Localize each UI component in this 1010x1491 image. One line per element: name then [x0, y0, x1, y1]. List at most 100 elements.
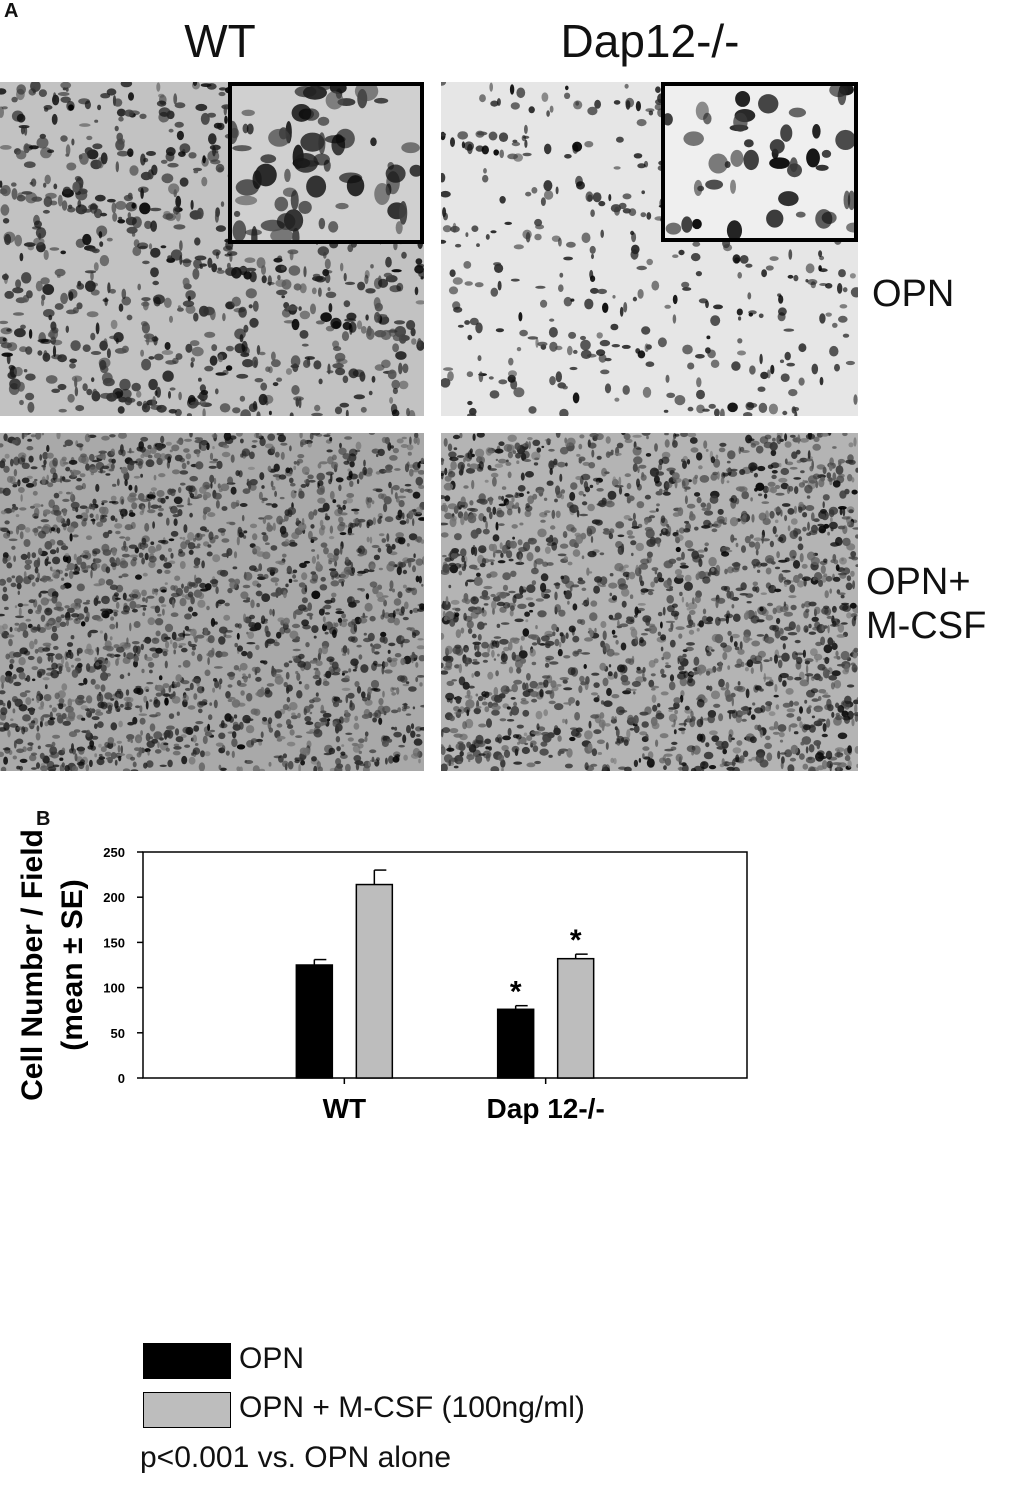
cell-blob — [179, 440, 183, 445]
cell-blob — [288, 542, 298, 547]
cell-blob — [236, 536, 240, 546]
cell-blob — [394, 653, 402, 658]
cell-blob — [94, 723, 98, 729]
cell-blob — [238, 306, 247, 318]
cell-blob — [566, 524, 575, 532]
cell-blob — [15, 575, 24, 585]
cell-blob — [30, 752, 38, 756]
cell-blob — [282, 704, 289, 711]
cell-blob — [170, 530, 179, 537]
cell-blob — [301, 466, 310, 475]
cell-blob — [20, 494, 23, 502]
cell-blob — [400, 640, 404, 648]
cell-blob — [332, 363, 344, 369]
cell-blob — [581, 652, 591, 655]
cell-blob — [818, 265, 822, 272]
cell-blob — [678, 727, 686, 731]
cell-blob — [34, 648, 39, 654]
cell-blob — [54, 268, 66, 277]
cell-blob — [368, 433, 375, 435]
cell-blob — [292, 363, 299, 373]
cell-blob — [732, 613, 741, 622]
cell-blob — [463, 457, 466, 463]
cell-blob — [117, 745, 121, 753]
cell-blob — [327, 287, 331, 292]
cell-blob — [298, 200, 312, 214]
cell-blob — [225, 365, 233, 371]
cell-blob — [167, 255, 173, 260]
cell-blob — [833, 608, 837, 613]
cell-blob — [778, 307, 787, 316]
cell-blob — [736, 740, 743, 746]
cell-blob — [376, 453, 379, 458]
cell-blob — [157, 539, 166, 544]
cell-blob — [19, 507, 27, 511]
cell-blob — [218, 683, 222, 690]
cell-blob — [465, 232, 469, 238]
cell-blob — [0, 766, 7, 771]
cell-blob — [589, 571, 593, 574]
cell-blob — [94, 119, 99, 123]
cell-blob — [0, 188, 8, 195]
cell-blob — [813, 436, 820, 442]
cell-blob — [835, 702, 840, 709]
cell-blob — [696, 377, 702, 388]
cell-blob — [180, 482, 186, 486]
cell-blob — [364, 602, 373, 612]
cell-blob — [36, 762, 40, 769]
cell-blob — [522, 690, 531, 697]
cell-blob — [554, 591, 558, 601]
cell-blob — [53, 559, 60, 565]
cell-blob — [311, 433, 321, 436]
cell-blob — [285, 467, 291, 474]
cell-blob — [183, 448, 190, 453]
cell-blob — [167, 456, 172, 464]
cell-blob — [369, 564, 376, 570]
cell-blob — [221, 451, 231, 458]
cell-blob — [789, 466, 798, 470]
cell-blob — [180, 259, 192, 264]
cell-blob — [682, 344, 693, 355]
cell-blob — [459, 750, 464, 757]
cell-blob — [141, 589, 147, 597]
cell-blob — [563, 296, 573, 307]
cell-blob — [147, 444, 152, 450]
cell-blob — [837, 705, 845, 713]
cell-blob — [680, 433, 689, 438]
cell-blob — [301, 597, 308, 604]
cell-blob — [615, 728, 620, 738]
cell-blob — [410, 730, 416, 738]
cell-blob — [737, 648, 745, 655]
cell-blob — [104, 751, 112, 757]
cell-blob — [326, 656, 335, 662]
cell-blob — [171, 444, 180, 452]
cell-blob — [581, 501, 588, 506]
cell-blob — [62, 498, 70, 502]
cell-blob — [56, 433, 61, 440]
cell-blob — [412, 565, 416, 573]
cell-blob — [700, 761, 709, 770]
cell-blob — [533, 462, 539, 466]
cell-blob — [79, 123, 91, 127]
cell-blob — [336, 746, 341, 752]
cell-blob — [372, 643, 382, 650]
cell-blob — [29, 754, 37, 762]
cell-blob — [195, 103, 208, 112]
cell-blob — [215, 742, 224, 747]
cell-blob — [290, 482, 296, 487]
cell-blob — [584, 762, 589, 771]
cell-blob — [89, 466, 98, 474]
cell-blob — [181, 755, 188, 765]
cell-blob — [1, 458, 6, 463]
cell-blob — [330, 317, 342, 330]
cell-blob — [115, 337, 119, 344]
cell-blob — [201, 686, 205, 692]
cell-blob — [477, 634, 482, 641]
cell-blob — [144, 748, 151, 753]
cell-blob — [135, 574, 142, 580]
cell-blob — [489, 82, 493, 92]
cell-blob — [107, 198, 116, 203]
cell-blob — [743, 412, 753, 416]
cell-blob — [549, 341, 558, 352]
cell-blob — [388, 755, 394, 764]
